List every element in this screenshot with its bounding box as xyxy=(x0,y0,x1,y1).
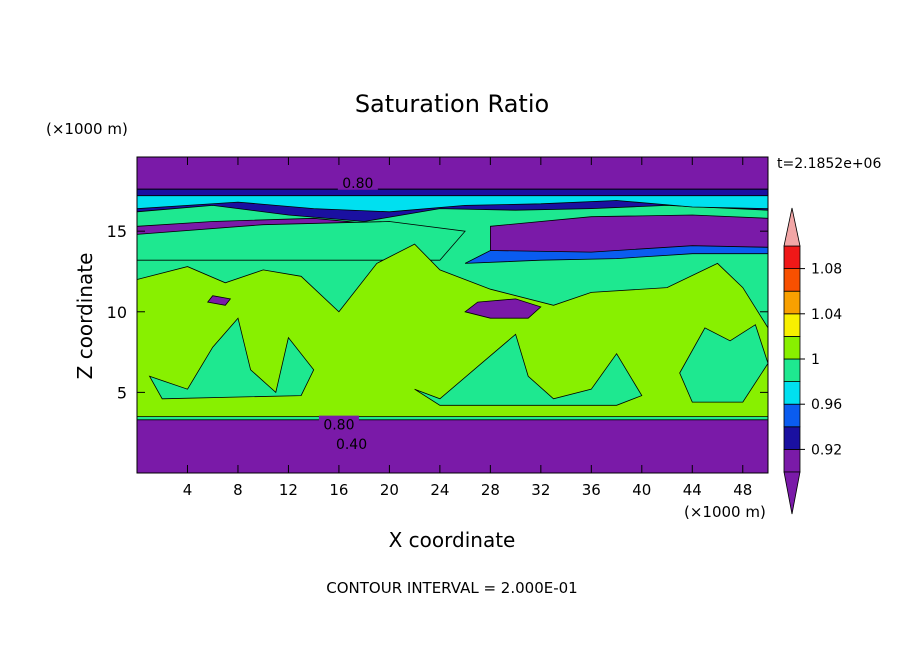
x-tick-label: 48 xyxy=(733,481,752,499)
colorbar-swatch xyxy=(783,335,801,360)
colorbar-over-arrow xyxy=(783,207,801,247)
y-axis: 5 10 15 xyxy=(107,222,768,402)
contour-interval-footer: CONTOUR INTERVAL = 2.000E-01 xyxy=(326,579,577,597)
x-tick-label: 44 xyxy=(683,481,702,499)
contour-label-0: 0.80 xyxy=(342,176,373,192)
contour-fill-group xyxy=(137,157,768,473)
x-unit-label: (×1000 m) xyxy=(684,503,766,521)
contour-region-0 xyxy=(137,419,768,473)
colorbar-tick-label: 1.04 xyxy=(811,307,842,323)
x-tick-label: 16 xyxy=(329,481,348,499)
x-tick-label: 8 xyxy=(233,481,243,499)
contour-labels: 0.80 0.80 0.40 xyxy=(318,173,378,453)
x-tick-label: 28 xyxy=(481,481,500,499)
colorbar-tick-label: 1.08 xyxy=(811,262,842,278)
colorbar-tick-label: 0.92 xyxy=(811,442,842,458)
y-tick-label: 5 xyxy=(117,383,127,402)
colorbar-tick-label: 1 xyxy=(811,352,820,368)
contour-region-1 xyxy=(137,157,768,190)
colorbar-under-arrow xyxy=(783,471,801,515)
contour-label-1: 0.80 xyxy=(323,418,354,434)
colorbar-swatch xyxy=(783,290,801,315)
contour-region-11 xyxy=(679,324,768,403)
x-tick-label: 4 xyxy=(183,481,193,499)
x-tick-label: 24 xyxy=(430,481,449,499)
contour-label-2: 0.40 xyxy=(336,437,367,453)
contour-region-6 xyxy=(464,245,768,264)
contour-region-7 xyxy=(137,221,466,261)
colorbar-swatch xyxy=(783,313,801,337)
x-tick-label: 36 xyxy=(582,481,601,499)
x-tick-label: 20 xyxy=(380,481,399,499)
contour-label-bg-0 xyxy=(337,173,378,190)
contour-label-bg-2 xyxy=(331,434,372,451)
colorbar-swatch xyxy=(783,268,801,292)
contour-label-bg-1 xyxy=(318,415,359,432)
colorbar-swatch xyxy=(783,403,801,428)
y-axis-label: Z coordinate xyxy=(73,253,97,380)
x-tick-label: 12 xyxy=(279,481,298,499)
x-axis: 4 8 12 16 20 24 28 32 36 40 44 48 xyxy=(183,157,752,499)
colorbar-swatch xyxy=(783,426,801,450)
contour-region-3 xyxy=(137,195,768,213)
colorbar-swatch xyxy=(783,358,801,383)
y-tick-label: 15 xyxy=(107,222,127,241)
x-axis-label: X coordinate xyxy=(389,528,516,552)
x-tick-label: 40 xyxy=(632,481,651,499)
contour-region-10 xyxy=(414,333,643,406)
contour-region-12 xyxy=(464,298,542,319)
contour-region-13 xyxy=(206,295,232,306)
time-label: t=2.1852e+06 xyxy=(777,156,881,172)
colorbar-swatch xyxy=(783,381,801,405)
colorbar: 1.08 1.04 1 0.96 0.92 xyxy=(783,207,842,515)
x-tick-label: 32 xyxy=(531,481,550,499)
y-tick-label: 10 xyxy=(107,303,127,322)
y-unit-label: (×1000 m) xyxy=(46,120,128,138)
plot-frame xyxy=(136,156,769,474)
colorbar-tick-label: 0.96 xyxy=(811,397,842,413)
contour-region-9 xyxy=(148,317,315,400)
colorbar-swatch xyxy=(783,448,801,473)
colorbar-swatch xyxy=(783,245,801,270)
chart-title: Saturation Ratio xyxy=(355,90,549,118)
